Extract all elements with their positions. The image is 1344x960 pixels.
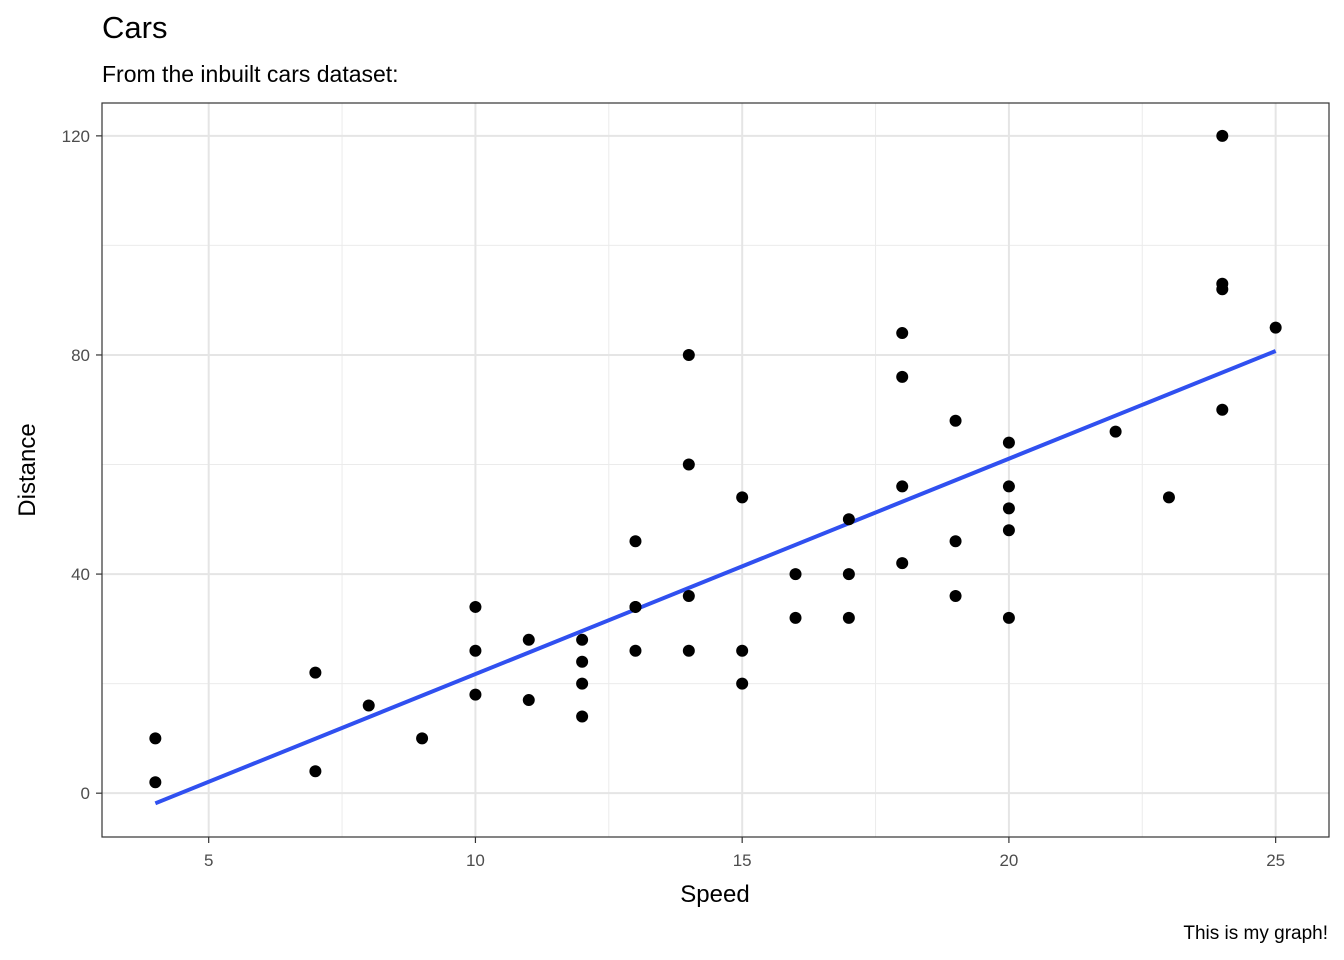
plot-border — [101, 102, 1330, 838]
y-tick-label: 40 — [71, 565, 90, 584]
x-tick-label: 5 — [204, 851, 213, 870]
y-tick-label: 0 — [81, 784, 90, 803]
data-point — [522, 633, 535, 646]
data-point — [736, 644, 749, 657]
data-point — [576, 655, 589, 668]
data-point — [469, 688, 482, 701]
data-point — [1216, 403, 1229, 416]
x-axis-title: Speed — [680, 881, 749, 908]
data-point — [469, 600, 482, 613]
data-point — [1002, 480, 1015, 493]
data-point — [896, 480, 909, 493]
data-point — [736, 491, 749, 504]
data-point — [842, 568, 855, 581]
x-tick-label: 25 — [1266, 851, 1285, 870]
chart-title: Cars — [102, 10, 168, 45]
data-point — [522, 694, 535, 707]
data-point — [736, 677, 749, 690]
chart-caption: This is my graph! — [1183, 923, 1328, 944]
data-point — [469, 644, 482, 657]
data-point — [1002, 436, 1015, 449]
x-tick-label: 10 — [466, 851, 485, 870]
data-point — [842, 513, 855, 526]
data-point — [896, 370, 909, 383]
trend-line — [154, 349, 1277, 806]
data-point — [949, 414, 962, 427]
data-point — [149, 732, 162, 745]
y-tick-label: 80 — [71, 346, 90, 365]
data-point — [896, 557, 909, 570]
grid-major — [102, 103, 1329, 837]
trend-line-layer — [154, 349, 1277, 806]
data-point — [576, 633, 589, 646]
x-tick-label: 15 — [733, 851, 752, 870]
data-point — [1216, 277, 1229, 290]
y-axis-title: Distance — [14, 423, 41, 516]
y-tick-label: 120 — [62, 127, 90, 146]
data-point — [576, 677, 589, 690]
data-point — [629, 644, 642, 657]
data-point — [629, 535, 642, 548]
data-point — [362, 699, 375, 712]
data-point — [949, 589, 962, 602]
data-point — [682, 348, 695, 361]
data-point — [1162, 491, 1175, 504]
data-point — [1109, 425, 1122, 438]
x-axis: 5 10 15 20 25 — [204, 837, 1285, 870]
x-tick-label: 20 — [999, 851, 1018, 870]
data-point — [789, 568, 802, 581]
data-point — [149, 776, 162, 789]
data-point — [1002, 611, 1015, 624]
data-point — [682, 458, 695, 471]
data-point — [629, 600, 642, 613]
data-point — [1269, 321, 1282, 334]
data-point — [789, 611, 802, 624]
data-point — [1002, 524, 1015, 537]
data-point — [682, 589, 695, 602]
data-point — [576, 710, 589, 723]
data-point — [309, 666, 322, 679]
grid-minor — [102, 103, 1329, 837]
data-point — [309, 765, 322, 778]
data-point — [1002, 502, 1015, 515]
data-point — [416, 732, 429, 745]
data-point — [842, 611, 855, 624]
data-point — [682, 644, 695, 657]
y-axis: 0 40 80 120 — [62, 127, 102, 803]
data-points — [149, 129, 1282, 789]
data-point — [896, 327, 909, 340]
data-point — [949, 535, 962, 548]
data-point — [1216, 129, 1229, 142]
chart-subtitle: From the inbuilt cars dataset: — [102, 61, 399, 87]
